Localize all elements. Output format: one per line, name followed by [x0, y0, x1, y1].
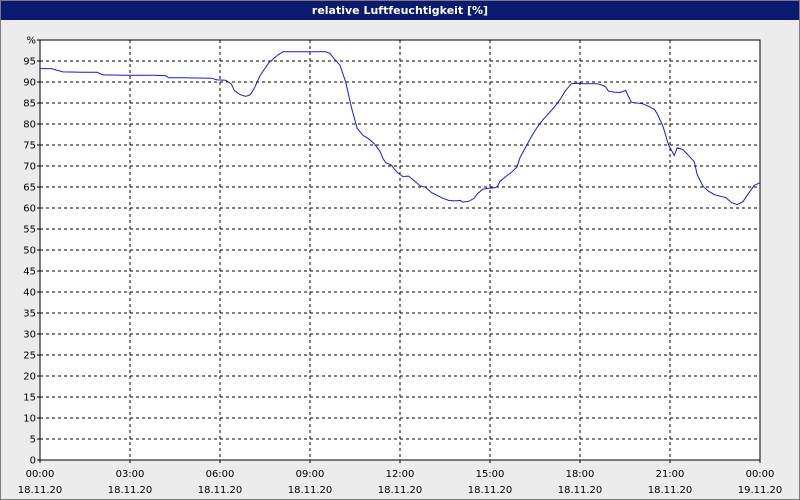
x-tick-date-label: 18.11.20	[18, 485, 63, 496]
y-axis-ticks: 0 5 10 15 20 25 30 35 40 45 50 55 60 65 70 75 80 85 90 95%	[23, 36, 40, 467]
y-tick-label: 35	[23, 309, 36, 320]
x-axis-ticks: 00:00 18.11.20 03:00 18.11.20 06:00 18.11.20 0…	[18, 460, 783, 496]
x-tick-time-label: 21:00	[656, 469, 685, 480]
x-tick-time-label: 18:00	[566, 469, 595, 480]
y-tick-label: 90	[23, 78, 36, 89]
x-tick-time-label: 00:00	[746, 469, 775, 480]
y-tick-label: 50	[23, 246, 36, 257]
y-tick-label: 70	[23, 162, 36, 173]
x-tick-date-label: 18.11.20	[558, 485, 603, 496]
y-tick-label: 0	[30, 456, 36, 467]
x-tick-date-label: 18.11.20	[288, 485, 333, 496]
y-tick-label: 15	[23, 393, 36, 404]
y-tick-label: 80	[23, 120, 36, 131]
x-tick-time-label: 12:00	[386, 469, 415, 480]
y-tick-label: 20	[23, 372, 36, 383]
y-tick-label: 25	[23, 351, 36, 362]
x-tick-time-label: 00:00	[26, 469, 55, 480]
y-tick-label: 5	[30, 435, 36, 446]
y-tick-label: 55	[23, 225, 36, 236]
y-tick-label: 75	[23, 141, 36, 152]
y-tick-label: 45	[23, 267, 36, 278]
y-tick-label: 60	[23, 204, 36, 215]
series-layer	[40, 51, 761, 206]
humidity-series-line	[40, 51, 761, 206]
y-tick-label: 10	[23, 414, 36, 425]
y-tick-label: 65	[23, 183, 36, 194]
x-tick-date-label: 18.11.20	[378, 485, 423, 496]
x-tick-date-label: 18.11.20	[468, 485, 513, 496]
grid-layer	[40, 40, 760, 460]
x-tick-date-label: 18.11.20	[648, 485, 693, 496]
y-tick-label: 30	[23, 330, 36, 341]
x-tick-date-label: 19.11.20	[738, 485, 783, 496]
y-tick-label: 85	[23, 99, 36, 110]
x-tick-time-label: 15:00	[476, 469, 505, 480]
x-tick-date-label: 18.11.20	[198, 485, 243, 496]
x-tick-time-label: 06:00	[206, 469, 235, 480]
x-tick-time-label: 09:00	[296, 469, 325, 480]
y-tick-label: 95	[23, 57, 36, 68]
y-tick-label: %	[26, 36, 36, 47]
x-tick-date-label: 18.11.20	[108, 485, 153, 496]
x-tick-time-label: 03:00	[116, 469, 145, 480]
y-tick-label: 40	[23, 288, 36, 299]
chart-title: relative Luftfeuchtigkeit [%]	[1, 1, 799, 20]
